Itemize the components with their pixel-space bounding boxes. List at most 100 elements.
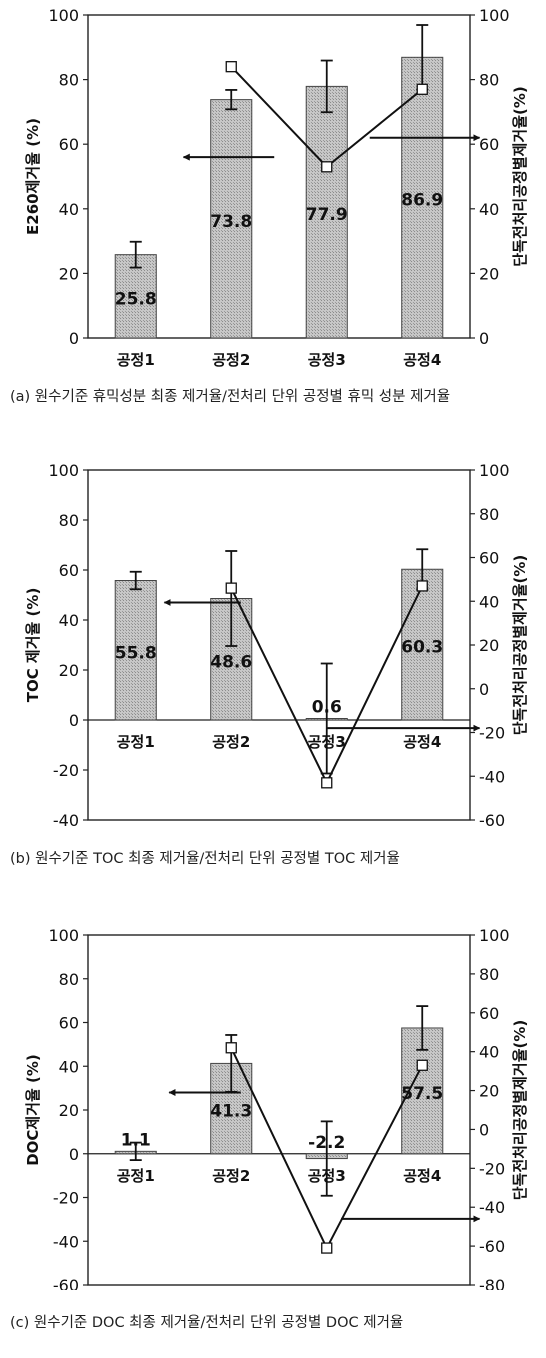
right-tick-label: 100 [479,6,510,25]
bar-4 [401,568,444,721]
right-tick-label: -80 [479,1276,505,1290]
bar-4 [401,56,444,339]
left-tick-label: 60 [59,561,79,580]
bar-3 [305,85,348,339]
category-label-1: 공정1 [117,351,155,369]
left-axis-title: TOC 제거율 (%) [24,588,42,703]
left-tick-label: 0 [69,1145,79,1164]
right-tick-label: -20 [479,724,505,743]
chart-c: -60 -40 -20 0 20 40 60 80 100 -80 -60 -40 -20 0 20 40 60… [24,926,529,1290]
bar-value-label-4: 60.3 [401,638,443,658]
right-tick-label: 0 [479,1120,489,1139]
left-tick-label: 0 [69,329,79,348]
left-tick-label: 20 [59,264,79,283]
right-tick-label: 40 [479,592,499,611]
bar-1 [114,580,157,721]
left-tick-label: 0 [69,711,79,730]
bar-value-label-4: 57.5 [401,1084,443,1104]
right-tick-label: -60 [479,811,505,830]
left-tick-label: 60 [59,1014,79,1033]
left-tick-label: 40 [59,611,79,630]
left-tick-label: 100 [48,461,79,480]
left-tick-label: -60 [53,1276,79,1290]
caption-a: (a) 원수기준 휴믹성분 최종 제거율/전처리 단위 공정별 휴믹 성분 제거… [10,389,451,405]
error-bar-1 [129,1141,142,1161]
error-bar-3 [320,1120,333,1197]
error-bar-1 [129,570,142,591]
category-label-1: 공정1 [117,1167,155,1185]
bar-value-label-2: 73.8 [210,212,252,232]
right-tick-label: -40 [479,1198,505,1217]
line-marker-4 [416,83,428,95]
right-tick-label: 20 [479,636,499,655]
left-axis-title: E260제거율 (%) [24,118,42,235]
left-tick-label: -20 [53,761,79,780]
right-tick-label: 0 [479,329,489,348]
category-label-3: 공정3 [308,351,346,369]
category-label-3: 공정3 [308,733,346,751]
error-bar-4 [416,1005,429,1051]
right-tick-label: 100 [479,926,510,945]
bar-value-label-3: -2.2 [308,1133,345,1153]
category-label-2: 공정2 [212,733,250,751]
line-marker-3 [321,1242,333,1254]
line-marker-4 [416,1059,428,1071]
bar-value-label-1: 25.8 [115,289,157,309]
caption-b: (b) 원수기준 TOC 최종 제거율/전처리 단위 공정별 TOC 제거율 [10,851,400,867]
left-tick-label: 40 [59,200,79,219]
category-label-4: 공정4 [403,1167,441,1185]
bar-value-label-3: 0.6 [312,698,342,718]
chart-a: 0 20 40 60 80 100 0 20 40 60 80 100 E260제거율 (%) 단독전처리… [24,6,529,369]
error-bar-3 [320,59,333,114]
bar-value-label-3: 77.9 [306,205,348,225]
chart-b: -40 -20 0 20 40 60 80 100 -60 -40 -20 0 20 40 60 80 100 T… [24,461,529,830]
bar-2 [210,99,253,339]
left-tick-label: 100 [48,6,79,25]
category-label-2: 공정2 [212,1167,250,1185]
plot-frame [87,14,471,339]
right-tick-label: -40 [479,767,505,786]
right-tick-label: -20 [479,1159,505,1178]
bar-value-label-1: 1.1 [121,1130,151,1150]
right-tick-label: 60 [479,135,499,154]
left-tick-label: 80 [59,511,79,530]
category-label-2: 공정2 [212,351,250,369]
bar-value-label-1: 55.8 [115,643,157,663]
left-tick-label: 80 [59,970,79,989]
right-tick-label: 60 [479,1004,499,1023]
left-tick-label: 100 [48,926,79,945]
bar-value-label-2: 48.6 [210,652,252,672]
line-marker-2 [225,582,237,594]
bar-value-label-4: 86.9 [401,191,443,211]
left-tick-label: -40 [53,1232,79,1251]
left-tick-label: 80 [59,71,79,90]
right-tick-label: 100 [479,461,510,480]
right-tick-label: -60 [479,1237,505,1256]
right-tick-label: 80 [479,965,499,984]
caption-c: (c) 원수기준 DOC 최종 제거율/전처리 단위 공정별 DOC 제거율 [10,1315,404,1331]
left-tick-label: 20 [59,661,79,680]
left-tick-label: 60 [59,135,79,154]
error-bar-1 [129,240,142,269]
line-marker-3 [321,777,333,789]
right-axis-title: 단독전처리공정별제거율(%) [511,1020,529,1201]
left-tick-label: -20 [53,1189,79,1208]
left-tick-label: -40 [53,811,79,830]
line-marker-4 [416,580,428,592]
bar-value-label-2: 41.3 [210,1102,252,1122]
line-marker-2 [225,1042,237,1054]
right-tick-label: 20 [479,264,499,283]
line-marker-3 [321,161,333,173]
left-axis-title: DOC제거율 (%) [24,1054,42,1166]
right-tick-label: 40 [479,1043,499,1062]
right-tick-label: 20 [479,1082,499,1101]
line-marker-2 [225,61,237,73]
right-tick-label: 80 [479,505,499,524]
category-label-4: 공정4 [403,733,441,751]
bar-1 [114,254,157,339]
right-tick-label: 80 [479,71,499,90]
category-label-4: 공정4 [403,351,441,369]
left-tick-label: 40 [59,1057,79,1076]
error-bar-2 [225,550,238,647]
